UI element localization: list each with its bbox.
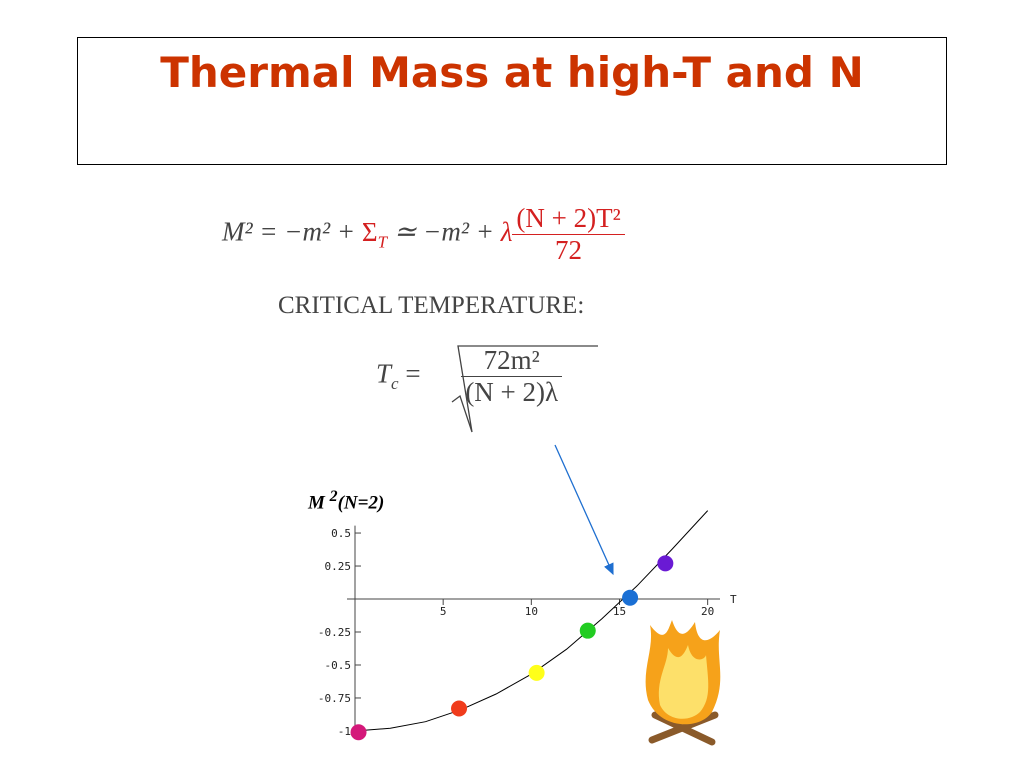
point bbox=[657, 555, 674, 572]
eq-lambda: λ bbox=[500, 216, 513, 247]
eq-sigma-sub: T bbox=[377, 232, 388, 252]
equation-2: Tc = 72m² (N + 2)λ bbox=[376, 345, 563, 408]
eq2-eq: = bbox=[398, 358, 428, 389]
ylabel-sup: 2 bbox=[329, 488, 338, 505]
point bbox=[579, 622, 596, 639]
fire-clipart bbox=[645, 620, 721, 746]
sqrt-sign bbox=[451, 345, 598, 433]
ylabel-base: M bbox=[308, 492, 330, 514]
y-tick-label: -0.5 bbox=[325, 659, 352, 672]
y-tick-label: 0.25 bbox=[325, 560, 352, 573]
title-box: Thermal Mass at high-T and N bbox=[77, 37, 947, 165]
title: Thermal Mass at high-T and N bbox=[160, 48, 864, 97]
eq-numerator: (N + 2)T² bbox=[512, 203, 625, 235]
eq-denominator: 72 bbox=[555, 235, 583, 265]
y-tick-label: 0.5 bbox=[331, 527, 351, 540]
equation-1: M² = −m² + ΣT ≃ −m² + λ (N + 2)T² 72 bbox=[222, 203, 625, 266]
x-tick-label: 5 bbox=[440, 605, 447, 618]
eq-sigma: Σ bbox=[361, 216, 378, 247]
y-tick-label: -0.75 bbox=[318, 692, 351, 705]
eq2-numerator: 72m² bbox=[461, 345, 563, 377]
y-tick-label: -0.25 bbox=[318, 626, 351, 639]
ylabel-rest: (N=2) bbox=[337, 492, 385, 514]
eq2-lhs: T bbox=[376, 358, 392, 389]
x-tick-label: 15 bbox=[613, 605, 626, 618]
eq-lhs: M² = −m² + bbox=[222, 216, 362, 247]
x-tick-label: 20 bbox=[701, 605, 714, 618]
point bbox=[350, 724, 367, 741]
point bbox=[528, 664, 545, 681]
point bbox=[622, 589, 639, 606]
y-axis-label: M 2(N=2) bbox=[308, 488, 384, 514]
arrow bbox=[554, 444, 614, 576]
eq2-denominator: (N + 2)λ bbox=[465, 377, 559, 407]
y-tick-label: -1 bbox=[338, 725, 351, 738]
eq2-lhs-sub: c bbox=[391, 374, 399, 394]
x-axis-label: T bbox=[730, 593, 737, 606]
x-tick-label: 10 bbox=[525, 605, 538, 618]
eq-mid: ≃ −m² + bbox=[387, 216, 501, 247]
critical-label: CRITICAL TEMPERATURE: bbox=[278, 292, 585, 319]
point bbox=[451, 700, 468, 717]
